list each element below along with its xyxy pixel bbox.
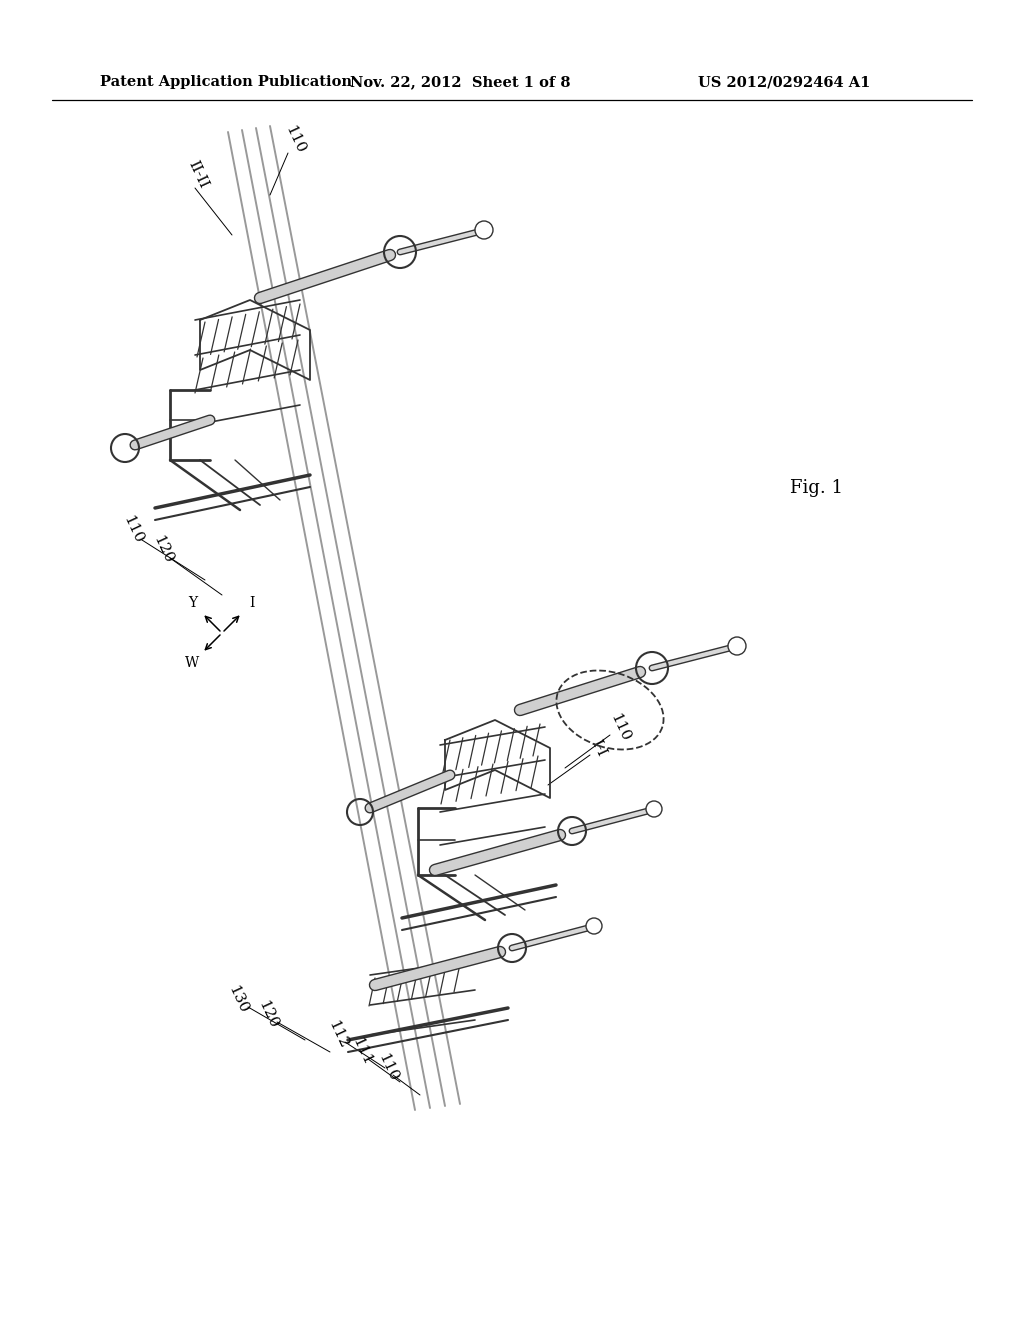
Circle shape <box>728 638 746 655</box>
Circle shape <box>475 220 493 239</box>
Text: I: I <box>249 597 254 610</box>
Text: 110: 110 <box>283 124 307 156</box>
Text: Nov. 22, 2012  Sheet 1 of 8: Nov. 22, 2012 Sheet 1 of 8 <box>350 75 570 88</box>
Text: Patent Application Publication: Patent Application Publication <box>100 75 352 88</box>
Text: 110: 110 <box>121 513 145 546</box>
Text: 130: 130 <box>225 983 251 1016</box>
Text: US 2012/0292464 A1: US 2012/0292464 A1 <box>697 75 870 88</box>
Circle shape <box>646 801 662 817</box>
Circle shape <box>586 917 602 935</box>
Text: W: W <box>185 656 200 669</box>
Text: I-I: I-I <box>588 738 608 759</box>
Text: 120: 120 <box>151 533 175 566</box>
Text: Y: Y <box>187 597 197 610</box>
Text: 120: 120 <box>255 999 281 1031</box>
Text: II-II: II-II <box>185 158 211 191</box>
Text: Fig. 1: Fig. 1 <box>790 479 843 498</box>
Text: 110: 110 <box>376 1052 400 1084</box>
Text: 110: 110 <box>607 711 633 744</box>
Text: 111: 111 <box>349 1036 375 1068</box>
Text: 112: 112 <box>326 1019 350 1051</box>
